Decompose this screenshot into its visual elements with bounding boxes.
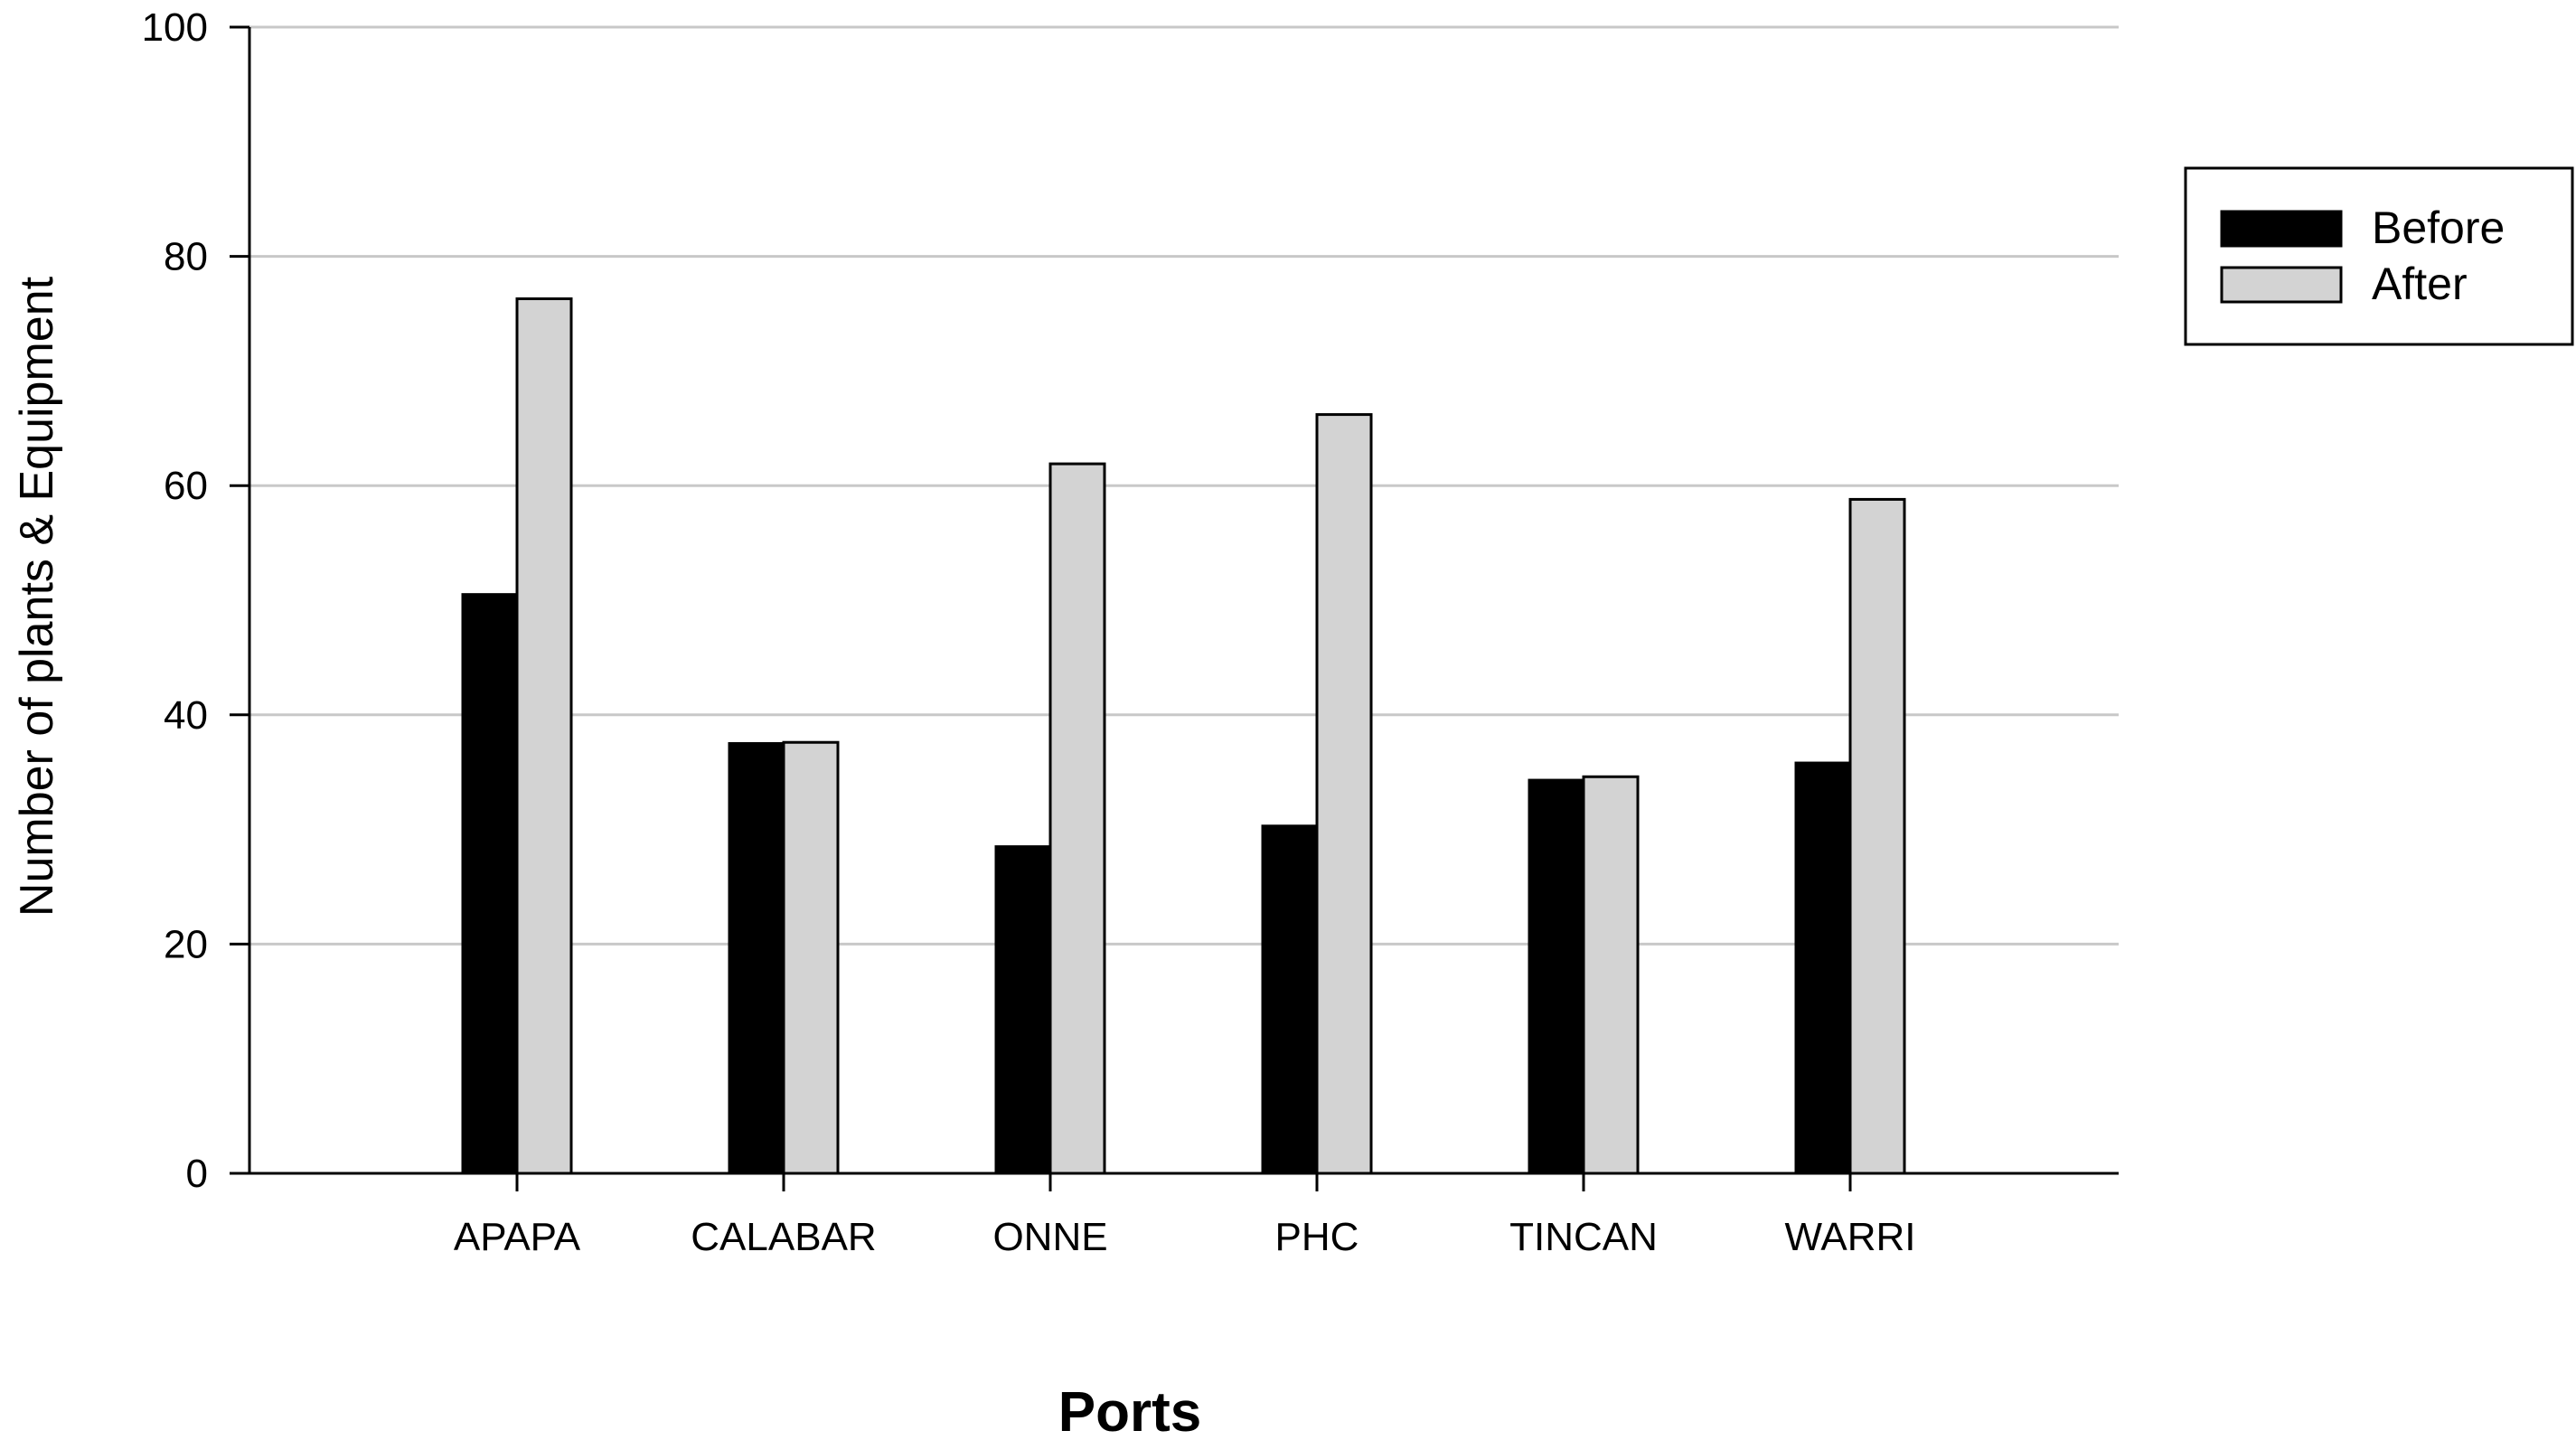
legend-label-after: After	[2372, 259, 2468, 309]
x-axis-label: Ports	[1058, 1381, 1201, 1440]
y-tick-labels: 0 20 40 60 80 100	[142, 5, 208, 1196]
legend-frame	[2184, 166, 2574, 346]
bar-before-tincan	[1528, 778, 1585, 1175]
bar-before-phc	[1261, 824, 1319, 1175]
legend: Before After	[2184, 166, 2574, 346]
bars	[461, 297, 1906, 1175]
y-tick-label: 0	[186, 1152, 208, 1196]
axes	[230, 25, 2119, 1191]
x-tick-label-onne: ONNE	[992, 1215, 1107, 1259]
legend-swatch-after	[2220, 266, 2343, 304]
x-tick-label-phc: PHC	[1275, 1215, 1359, 1259]
x-tick-label-apapa: APAPA	[454, 1215, 581, 1259]
bar-after-apapa	[515, 297, 573, 1175]
bar-after-calabar	[782, 740, 840, 1175]
bar-before-onne	[994, 845, 1052, 1175]
bar-after-warri	[1848, 497, 1906, 1175]
x-tick-label-tincan: TINCAN	[1509, 1215, 1658, 1259]
y-tick-label: 80	[164, 235, 208, 279]
y-tick-label: 100	[142, 5, 208, 50]
y-axis-label: Number of plants & Equipment	[11, 276, 63, 917]
x-tick-label-warri: WARRI	[1784, 1215, 1915, 1259]
legend-swatch-before	[2220, 210, 2343, 248]
bar-after-phc	[1315, 413, 1373, 1175]
x-tick-labels: APAPA CALABAR ONNE PHC TINCAN WARRI	[454, 1215, 1916, 1259]
legend-label-before: Before	[2372, 202, 2505, 253]
bar-after-tincan	[1582, 775, 1640, 1175]
bar-before-apapa	[461, 593, 519, 1175]
bar-after-onne	[1048, 462, 1106, 1175]
y-tick-label: 20	[164, 922, 208, 966]
bar-before-warri	[1794, 761, 1852, 1175]
y-tick-label: 40	[164, 693, 208, 738]
x-tick-label-calabar: CALABAR	[691, 1215, 876, 1259]
y-tick-label: 60	[164, 464, 208, 508]
bar-before-calabar	[728, 742, 785, 1175]
